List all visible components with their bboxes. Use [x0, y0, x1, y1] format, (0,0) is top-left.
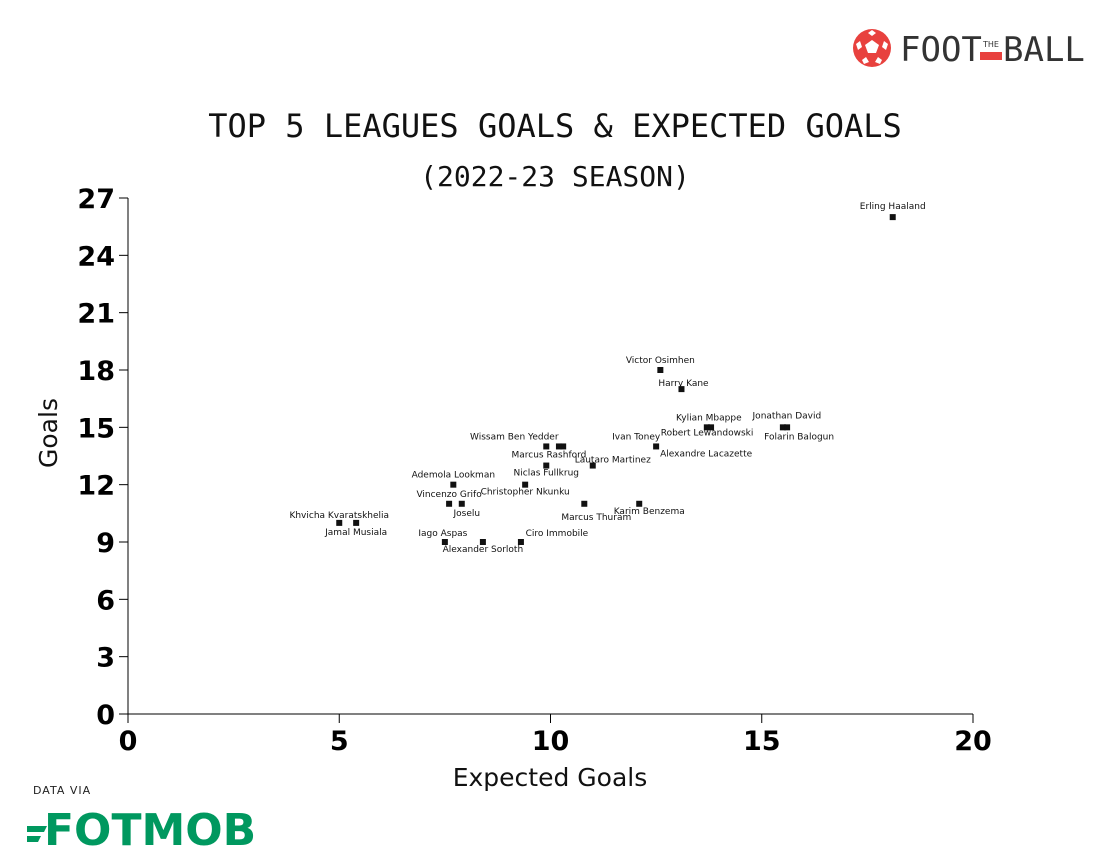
point-label: Marcus Rashford: [512, 450, 587, 460]
data-point: [555, 443, 562, 450]
fotmob-mark-icon: [27, 826, 47, 832]
data-point: [784, 424, 791, 431]
point-label: Alexandre Lacazette: [660, 449, 753, 459]
data-point: [543, 443, 550, 450]
data-point: [581, 500, 588, 507]
brand-text-the: THE: [982, 40, 999, 49]
data-points: Erling Haaland Victor Osimhen Harry Kane Ky…: [289, 202, 925, 555]
brand-red-bar: [980, 52, 1002, 60]
x-axis-label: Expected Goals: [453, 763, 648, 792]
point-label: Karim Benzema: [614, 507, 685, 517]
chart-subtitle: (2022-23 SEASON): [420, 160, 690, 193]
data-point: [657, 367, 664, 373]
point-label: Lautaro Martinez: [575, 456, 651, 466]
brand-text-ball: BALL: [1003, 30, 1085, 70]
y-tick-label: 12: [77, 471, 115, 502]
fotmob-logo: FOTMOB: [27, 805, 256, 856]
point-label: Christopher Nkunku: [481, 488, 570, 498]
data-point: [458, 500, 465, 507]
point-label: Jonathan David: [752, 411, 822, 421]
data-point: [441, 539, 448, 545]
point-label: Kylian Mbappe: [676, 413, 742, 423]
x-tick-label: 15: [743, 726, 781, 757]
point-label: Robert Lewandowski: [661, 428, 754, 438]
y-tick-label: 27: [77, 184, 115, 215]
point-label: Wissam Ben Yedder: [470, 432, 559, 442]
data-point: [708, 424, 715, 431]
point-label: Erling Haaland: [860, 202, 926, 212]
y-tick-label: 15: [77, 413, 115, 444]
point-label: Folarin Balogun: [764, 432, 834, 442]
data-point: [889, 214, 896, 221]
point-label: Ademola Lookman: [412, 471, 495, 481]
point-label: Vincenzo Grifo: [416, 490, 482, 500]
point-label: Alexander Sorloth: [443, 545, 524, 555]
x-tick-label: 5: [330, 726, 349, 757]
point-label: Jamal Musiala: [324, 528, 387, 538]
data-point: [560, 443, 567, 450]
fotmob-mark-icon-2: [27, 836, 41, 842]
data-point: [543, 462, 550, 469]
data-point: [589, 462, 596, 469]
point-label: Khvicha Kvaratskhelia: [289, 511, 389, 521]
data-point: [522, 481, 529, 488]
x-ticks: 0 5 10 15 20: [119, 714, 992, 757]
point-label: Iago Aspas: [418, 529, 467, 539]
chart-title: TOP 5 LEAGUES GOALS & EXPECTED GOALS: [208, 107, 902, 145]
brand-logo: FOOT THE BALL: [853, 29, 1085, 70]
y-tick-label: 18: [77, 356, 115, 387]
y-tick-label: 0: [96, 700, 115, 731]
x-tick-label: 10: [532, 726, 570, 757]
data-point: [446, 500, 453, 507]
data-point: [336, 519, 343, 526]
point-label: Victor Osimhen: [626, 356, 695, 366]
point-label: Marcus Thuram: [561, 513, 631, 523]
y-tick-label: 6: [96, 585, 115, 616]
y-ticks: 0 3 6 9 12 15 18 21 24 27: [77, 184, 128, 731]
point-label: Niclas Fullkrug: [514, 469, 579, 479]
point-label: Harry Kane: [658, 379, 709, 389]
data-point: [779, 424, 786, 431]
x-tick-label: 20: [954, 726, 992, 757]
data-via-label: DATA VIA: [33, 784, 91, 797]
y-tick-label: 3: [96, 643, 115, 674]
data-point: [678, 386, 685, 393]
point-label: Ivan Toney: [612, 432, 661, 442]
y-axis-label: Goals: [34, 398, 63, 468]
data-point: [450, 481, 457, 488]
y-tick-label: 24: [77, 241, 115, 272]
data-point: [653, 443, 660, 450]
data-point: [353, 519, 360, 526]
brand-text-foot: FOOT: [900, 30, 982, 70]
data-point: [703, 424, 710, 431]
x-tick-label: 0: [119, 726, 138, 757]
football-icon: [853, 29, 891, 67]
data-point: [517, 539, 524, 545]
data-point: [479, 539, 486, 545]
fotmob-logo-text: FOTMOB: [44, 805, 256, 856]
data-point: [636, 500, 643, 507]
y-tick-label: 9: [96, 528, 115, 559]
point-label: Joselu: [452, 509, 480, 519]
point-label: Ciro Immobile: [526, 529, 589, 539]
y-tick-label: 21: [77, 299, 115, 330]
